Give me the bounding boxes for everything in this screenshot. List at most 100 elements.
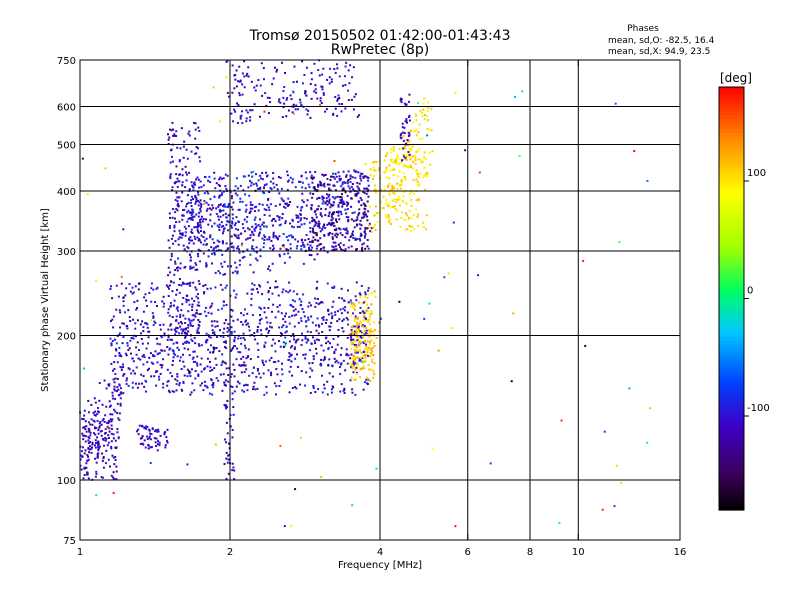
data-point — [131, 386, 134, 389]
data-point — [316, 225, 319, 228]
colorbar-segment — [719, 411, 744, 416]
data-point — [195, 213, 198, 216]
data-point — [99, 420, 102, 423]
data-point — [352, 371, 355, 374]
data-point — [374, 191, 377, 194]
data-point — [328, 67, 331, 70]
data-point — [113, 388, 116, 391]
data-point — [411, 167, 414, 170]
data-point — [431, 447, 434, 450]
data-point — [366, 351, 369, 354]
data-point — [294, 386, 297, 389]
data-point — [264, 92, 267, 95]
data-point — [388, 164, 391, 167]
data-point — [354, 368, 357, 371]
data-point — [337, 171, 340, 174]
colorbar-segment — [719, 407, 744, 412]
data-point — [365, 326, 368, 329]
data-point — [184, 234, 187, 237]
data-point — [156, 449, 159, 452]
data-point — [200, 226, 203, 229]
data-point — [363, 325, 366, 328]
data-point — [207, 348, 210, 351]
data-point — [229, 242, 232, 245]
data-point — [356, 330, 359, 333]
data-point — [194, 315, 197, 318]
data-point — [111, 418, 114, 421]
data-point — [194, 377, 197, 380]
data-point — [259, 248, 262, 251]
data-point — [142, 326, 145, 329]
data-point — [311, 220, 314, 223]
data-point — [296, 353, 299, 356]
data-point — [347, 246, 350, 249]
data-point — [338, 97, 341, 100]
data-point — [401, 131, 404, 134]
data-point — [411, 145, 414, 148]
data-point — [310, 97, 313, 100]
data-point — [418, 199, 421, 202]
data-point — [331, 221, 334, 224]
data-point — [87, 411, 90, 414]
data-point — [234, 296, 237, 299]
data-point — [200, 370, 203, 373]
data-point — [143, 356, 146, 359]
data-point — [259, 376, 262, 379]
data-point — [90, 446, 93, 449]
colorbar-segment — [719, 467, 744, 472]
data-point — [197, 331, 200, 334]
data-point — [352, 66, 355, 69]
data-point — [119, 404, 122, 407]
data-point — [167, 295, 170, 298]
data-point — [368, 335, 371, 338]
data-point — [324, 227, 327, 230]
data-point — [173, 181, 176, 184]
colorbar-segment — [719, 435, 744, 441]
data-point — [207, 223, 210, 226]
data-point — [183, 331, 186, 334]
data-point — [293, 346, 296, 349]
data-point — [206, 207, 209, 210]
data-point — [356, 351, 359, 354]
data-point — [416, 172, 419, 175]
data-point — [270, 310, 273, 313]
data-point — [303, 222, 306, 225]
data-point — [339, 242, 342, 245]
data-point — [369, 331, 372, 334]
data-point — [299, 209, 302, 212]
data-point — [287, 180, 290, 183]
data-point — [197, 280, 200, 283]
data-point — [332, 286, 335, 289]
data-point — [124, 352, 127, 355]
data-point — [355, 223, 358, 226]
data-point — [364, 204, 367, 207]
data-point — [613, 505, 616, 508]
data-point — [601, 508, 604, 511]
data-point — [137, 433, 140, 436]
data-point — [256, 387, 259, 390]
data-point — [332, 222, 335, 225]
data-point — [241, 323, 244, 326]
data-point — [289, 346, 292, 349]
data-point — [371, 358, 374, 361]
data-point — [284, 331, 287, 334]
data-point — [181, 191, 184, 194]
data-point — [132, 291, 135, 294]
data-point — [343, 181, 346, 184]
data-point — [82, 418, 85, 421]
data-point — [422, 108, 425, 111]
data-point — [190, 217, 193, 220]
data-point — [351, 342, 354, 345]
data-point — [336, 320, 339, 323]
data-point — [255, 205, 258, 208]
colorbar-segment — [719, 499, 744, 504]
data-point — [110, 474, 113, 477]
data-point — [220, 364, 223, 367]
data-point — [188, 130, 191, 133]
data-point — [315, 216, 318, 219]
data-point — [263, 311, 266, 314]
data-point — [285, 235, 288, 238]
data-point — [349, 305, 352, 308]
data-point — [452, 221, 455, 224]
data-point — [368, 224, 371, 227]
